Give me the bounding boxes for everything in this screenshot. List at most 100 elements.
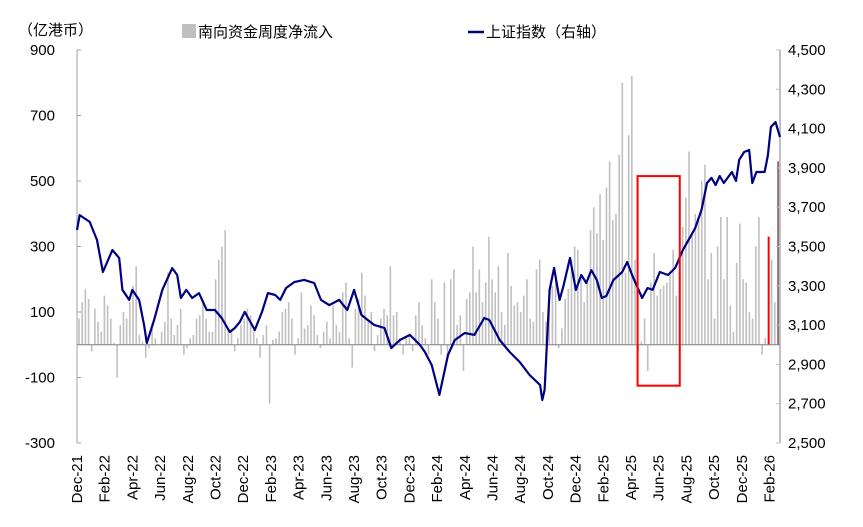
flow-bar bbox=[421, 325, 423, 345]
left-tick-label: 100 bbox=[30, 304, 55, 321]
legend: 南向资金周度净流入 上证指数（右轴） bbox=[182, 24, 606, 41]
flow-bar bbox=[497, 266, 500, 345]
left-tick-label: 300 bbox=[30, 239, 55, 256]
flow-bar bbox=[545, 321, 547, 345]
flow-bar bbox=[106, 305, 109, 345]
flow-bar bbox=[170, 318, 172, 345]
x-tick-label: Dec-21 bbox=[69, 455, 86, 503]
flow-bar bbox=[427, 344, 430, 355]
flow-bar bbox=[332, 305, 334, 345]
flow-bar bbox=[761, 344, 763, 355]
flow-bar bbox=[281, 312, 284, 345]
flow-bar bbox=[233, 344, 236, 352]
flow-bar bbox=[672, 249, 674, 345]
x-tick-label: Aug-23 bbox=[346, 455, 363, 503]
flow-bar bbox=[208, 331, 211, 345]
flow-bar bbox=[462, 344, 465, 371]
flow-bar bbox=[183, 344, 185, 355]
flow-bar bbox=[624, 272, 627, 345]
flow-bar bbox=[192, 334, 195, 345]
flow-bar bbox=[634, 259, 636, 345]
flow-bar bbox=[729, 305, 732, 345]
flow-bar bbox=[424, 338, 427, 345]
flow-bar bbox=[189, 338, 192, 345]
flow-bar bbox=[380, 318, 382, 345]
x-tick-label: Aug-22 bbox=[180, 455, 197, 503]
flow-bar bbox=[478, 269, 481, 345]
flow-bar bbox=[519, 312, 522, 345]
flow-bar bbox=[129, 302, 131, 345]
flow-bar bbox=[472, 246, 474, 345]
flow-bar bbox=[119, 325, 122, 345]
left-tick-label: -300 bbox=[25, 435, 55, 452]
flow-bar bbox=[735, 262, 738, 345]
flow-bar bbox=[345, 282, 347, 345]
flow-bar bbox=[691, 233, 694, 345]
x-tick-label: Apr-24 bbox=[457, 455, 474, 500]
flow-bar bbox=[503, 325, 506, 345]
line-series bbox=[75, 120, 782, 402]
flow-bar bbox=[510, 285, 512, 345]
flow-bar bbox=[249, 315, 252, 345]
x-tick-label: Jun-25 bbox=[651, 455, 668, 501]
left-tick-label: -100 bbox=[25, 370, 55, 387]
flow-bar bbox=[754, 246, 757, 345]
flow-bar bbox=[218, 259, 220, 345]
flow-bar bbox=[662, 285, 665, 345]
flow-bar bbox=[723, 279, 725, 345]
flow-bar bbox=[303, 328, 306, 345]
flow-bar bbox=[78, 318, 80, 345]
flow-bar bbox=[94, 308, 96, 345]
flow-bar bbox=[720, 217, 722, 345]
flow-bar bbox=[294, 344, 296, 355]
flow-bar bbox=[475, 292, 477, 345]
flow-bar bbox=[659, 289, 662, 345]
flow-bar bbox=[240, 325, 242, 345]
flow-bar bbox=[596, 233, 598, 345]
x-tick-label: Feb-22 bbox=[97, 455, 114, 503]
x-tick-label: Apr-25 bbox=[623, 455, 640, 500]
flow-bar bbox=[262, 334, 265, 345]
flow-bar bbox=[252, 328, 255, 345]
flow-bar bbox=[84, 289, 87, 345]
flow-bar bbox=[627, 135, 630, 345]
flow-bar bbox=[685, 197, 687, 345]
flow-bar bbox=[205, 318, 207, 345]
flow-bar bbox=[348, 338, 350, 345]
flow-bar bbox=[494, 292, 497, 345]
flow-bar bbox=[176, 325, 179, 345]
flow-bar bbox=[351, 344, 354, 368]
flow-bar bbox=[577, 249, 579, 345]
flow-bar bbox=[484, 282, 487, 345]
flow-bar bbox=[650, 282, 652, 345]
flow-bar bbox=[605, 187, 608, 345]
flow-bar bbox=[395, 312, 398, 345]
flow-bar bbox=[732, 331, 735, 345]
x-tick-label: Feb-23 bbox=[263, 455, 280, 503]
flow-bar bbox=[561, 328, 563, 345]
flow-bar bbox=[640, 341, 643, 345]
flow-bar bbox=[81, 302, 83, 345]
flow-bar bbox=[586, 282, 589, 345]
flow-bar bbox=[535, 269, 538, 345]
flow-bar bbox=[275, 338, 277, 345]
x-tick-label: Oct-23 bbox=[374, 455, 391, 500]
legend-bar-swatch bbox=[182, 24, 196, 38]
flow-bar bbox=[100, 331, 103, 345]
flow-bar bbox=[507, 253, 509, 345]
flow-bar bbox=[360, 272, 363, 345]
axes bbox=[76, 49, 781, 444]
flow-bar bbox=[195, 318, 198, 345]
flow-bar bbox=[745, 282, 748, 345]
x-tick-label: Jun-22 bbox=[152, 455, 169, 501]
right-tick-label: 3,900 bbox=[788, 160, 826, 177]
flow-bar bbox=[469, 292, 471, 345]
flow-bar bbox=[278, 331, 280, 345]
right-tick-label: 2,500 bbox=[788, 435, 826, 452]
flow-bar bbox=[151, 328, 153, 345]
flow-bar bbox=[408, 334, 411, 345]
flow-bar bbox=[656, 295, 659, 345]
flow-bar bbox=[392, 315, 395, 345]
flow-bar bbox=[135, 266, 137, 345]
